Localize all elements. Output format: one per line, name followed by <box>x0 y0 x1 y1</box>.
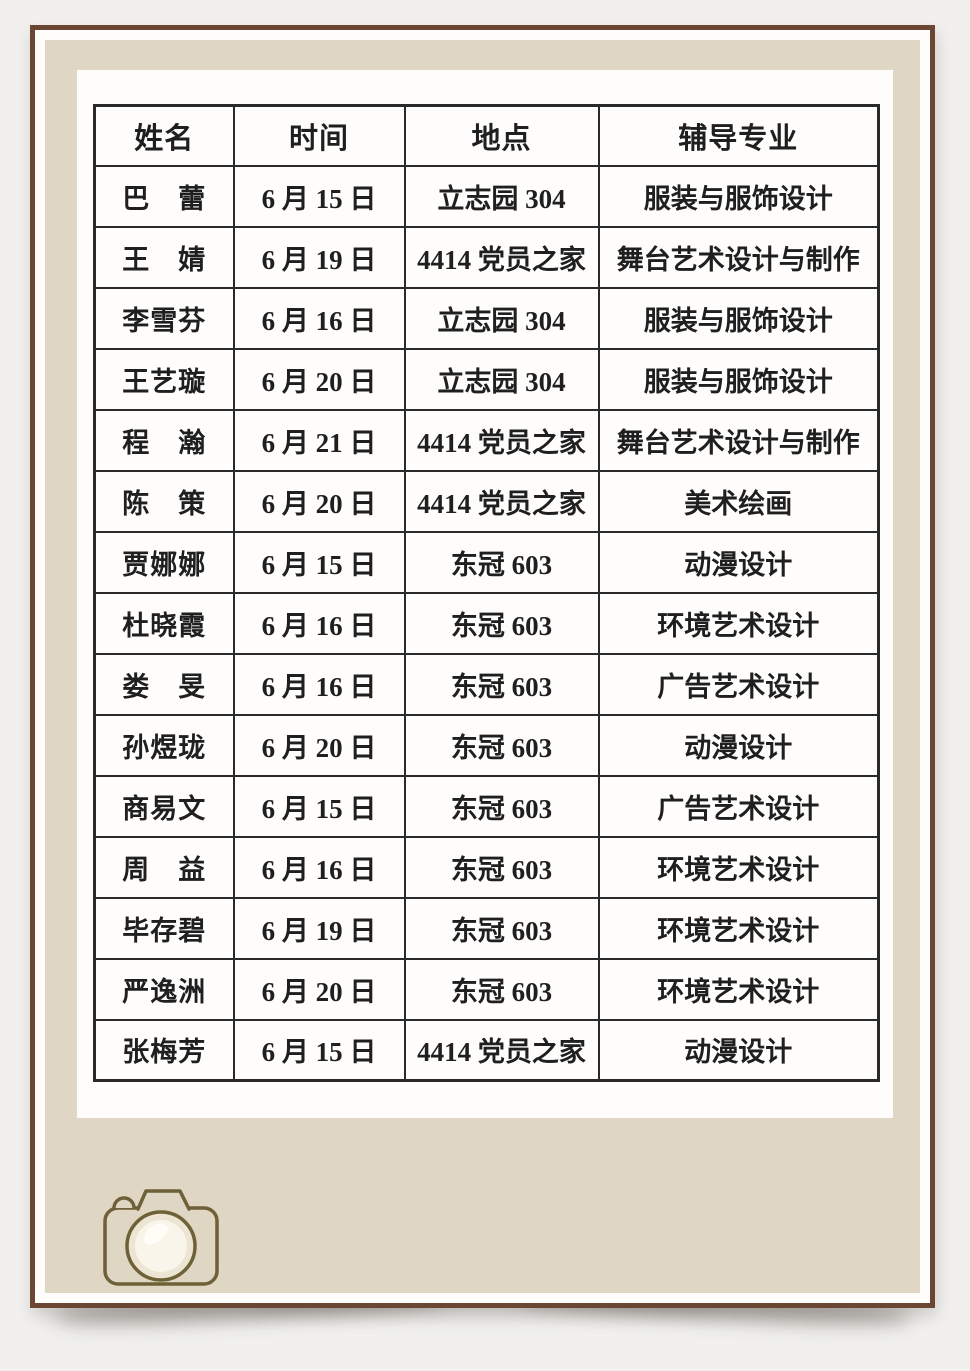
cell-location: 立志园 304 <box>403 347 600 411</box>
cell-date: 6 月 15 日 <box>232 1018 406 1082</box>
cell-location: 4414 党员之家 <box>403 469 600 533</box>
cell-location: 4414 党员之家 <box>403 1018 600 1082</box>
table-row: 严逸洲 6 月 20 日 东冠 603 环境艺术设计 <box>93 957 880 1021</box>
cell-location: 东冠 603 <box>403 713 600 777</box>
table-paper: 姓名 时间 地点 辅导专业 巴 蕾 6 月 15 日 立志园 304 服装与服饰… <box>77 70 893 1118</box>
cell-name: 周 益 <box>93 835 235 899</box>
camera-icon <box>103 1189 219 1286</box>
cell-major: 环境艺术设计 <box>597 896 880 960</box>
cell-date: 6 月 16 日 <box>232 652 406 716</box>
header-cell-date: 时间 <box>232 104 406 167</box>
table-body: 巴 蕾 6 月 15 日 立志园 304 服装与服饰设计 王 婧 6 月 19 … <box>93 164 880 1082</box>
cell-location: 东冠 603 <box>403 530 600 594</box>
cell-name: 张梅芳 <box>93 1018 235 1082</box>
cell-date: 6 月 21 日 <box>232 408 406 472</box>
cell-major: 广告艺术设计 <box>597 652 880 716</box>
table-row: 李雪芬 6 月 16 日 立志园 304 服装与服饰设计 <box>93 286 880 350</box>
cell-date: 6 月 15 日 <box>232 774 406 838</box>
cell-major: 广告艺术设计 <box>597 774 880 838</box>
camera-flash <box>112 1196 136 1210</box>
cell-name: 陈 策 <box>93 469 235 533</box>
cell-major: 动漫设计 <box>597 713 880 777</box>
cell-date: 6 月 20 日 <box>232 713 406 777</box>
cell-name: 程 瀚 <box>93 408 235 472</box>
cell-major: 环境艺术设计 <box>597 835 880 899</box>
cell-location: 东冠 603 <box>403 896 600 960</box>
cell-location: 东冠 603 <box>403 591 600 655</box>
cell-major: 服装与服饰设计 <box>597 347 880 411</box>
cell-date: 6 月 19 日 <box>232 896 406 960</box>
cell-date: 6 月 20 日 <box>232 469 406 533</box>
cell-name: 王 婧 <box>93 225 235 289</box>
cell-major: 美术绘画 <box>597 469 880 533</box>
camera-viewfinder <box>138 1191 189 1210</box>
cell-location: 东冠 603 <box>403 957 600 1021</box>
cell-major: 动漫设计 <box>597 530 880 594</box>
cell-name: 娄 旻 <box>93 652 235 716</box>
table-row: 王艺璇 6 月 20 日 立志园 304 服装与服饰设计 <box>93 347 880 411</box>
cell-major: 舞台艺术设计与制作 <box>597 408 880 472</box>
tutoring-schedule-table: 姓名 时间 地点 辅导专业 巴 蕾 6 月 15 日 立志园 304 服装与服饰… <box>93 104 880 1082</box>
table-row: 贾娜娜 6 月 15 日 东冠 603 动漫设计 <box>93 530 880 594</box>
cell-name: 巴 蕾 <box>93 164 235 228</box>
cell-major: 服装与服饰设计 <box>597 164 880 228</box>
cell-location: 立志园 304 <box>403 164 600 228</box>
cell-date: 6 月 20 日 <box>232 957 406 1021</box>
cell-name: 李雪芬 <box>93 286 235 350</box>
table-row: 孙煜珑 6 月 20 日 东冠 603 动漫设计 <box>93 713 880 777</box>
table-row: 毕存碧 6 月 19 日 东冠 603 环境艺术设计 <box>93 896 880 960</box>
cell-major: 舞台艺术设计与制作 <box>597 225 880 289</box>
cell-name: 严逸洲 <box>93 957 235 1021</box>
table-row: 张梅芳 6 月 15 日 4414 党员之家 动漫设计 <box>93 1018 880 1082</box>
table-row: 巴 蕾 6 月 15 日 立志园 304 服装与服饰设计 <box>93 164 880 228</box>
cell-date: 6 月 15 日 <box>232 530 406 594</box>
table-header-row: 姓名 时间 地点 辅导专业 <box>93 104 880 167</box>
cell-major: 环境艺术设计 <box>597 957 880 1021</box>
cell-name: 杜晓霞 <box>93 591 235 655</box>
cell-major: 服装与服饰设计 <box>597 286 880 350</box>
cell-location: 立志园 304 <box>403 286 600 350</box>
header-cell-major: 辅导专业 <box>597 104 880 167</box>
table-row: 王 婧 6 月 19 日 4414 党员之家 舞台艺术设计与制作 <box>93 225 880 289</box>
cell-location: 4414 党员之家 <box>403 225 600 289</box>
table-row: 周 益 6 月 16 日 东冠 603 环境艺术设计 <box>93 835 880 899</box>
cell-name: 孙煜珑 <box>93 713 235 777</box>
cell-date: 6 月 16 日 <box>232 286 406 350</box>
cell-location: 4414 党员之家 <box>403 408 600 472</box>
photo-frame: 姓名 时间 地点 辅导专业 巴 蕾 6 月 15 日 立志园 304 服装与服饰… <box>30 25 935 1308</box>
cell-name: 毕存碧 <box>93 896 235 960</box>
cell-location: 东冠 603 <box>403 774 600 838</box>
header-cell-location: 地点 <box>403 104 600 167</box>
cell-major: 动漫设计 <box>597 1018 880 1082</box>
cell-name: 商易文 <box>93 774 235 838</box>
cell-name: 贾娜娜 <box>93 530 235 594</box>
cell-name: 王艺璇 <box>93 347 235 411</box>
cell-date: 6 月 16 日 <box>232 835 406 899</box>
cell-location: 东冠 603 <box>403 835 600 899</box>
table-row: 陈 策 6 月 20 日 4414 党员之家 美术绘画 <box>93 469 880 533</box>
cell-major: 环境艺术设计 <box>597 591 880 655</box>
cell-date: 6 月 16 日 <box>232 591 406 655</box>
cell-location: 东冠 603 <box>403 652 600 716</box>
table-row: 程 瀚 6 月 21 日 4414 党员之家 舞台艺术设计与制作 <box>93 408 880 472</box>
cell-date: 6 月 19 日 <box>232 225 406 289</box>
header-cell-name: 姓名 <box>93 104 235 167</box>
cell-date: 6 月 15 日 <box>232 164 406 228</box>
table-row: 杜晓霞 6 月 16 日 东冠 603 环境艺术设计 <box>93 591 880 655</box>
photo-mat: 姓名 时间 地点 辅导专业 巴 蕾 6 月 15 日 立志园 304 服装与服饰… <box>45 40 920 1293</box>
camera-lens-highlight <box>144 1223 169 1245</box>
cell-date: 6 月 20 日 <box>232 347 406 411</box>
table-row: 娄 旻 6 月 16 日 东冠 603 广告艺术设计 <box>93 652 880 716</box>
table-row: 商易文 6 月 15 日 东冠 603 广告艺术设计 <box>93 774 880 838</box>
